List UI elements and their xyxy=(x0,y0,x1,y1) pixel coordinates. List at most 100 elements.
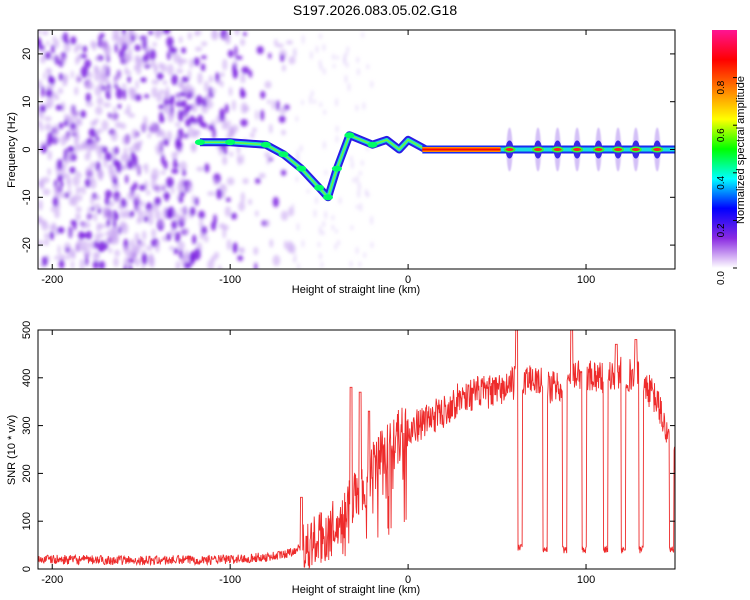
noise-blob xyxy=(189,58,194,69)
noise-blob xyxy=(74,148,78,155)
noise-blob xyxy=(85,221,91,229)
noise-blob xyxy=(297,263,300,269)
noise-blob xyxy=(167,64,174,76)
noise-blob xyxy=(232,242,238,254)
noise-blob xyxy=(133,155,138,168)
noise-blob xyxy=(171,220,178,230)
noise-blob xyxy=(336,55,339,60)
noise-blob xyxy=(166,176,174,188)
noise-blob xyxy=(89,161,97,168)
y-tick-label: 10 xyxy=(21,96,33,108)
noise-blob xyxy=(40,144,48,154)
noise-blob xyxy=(114,235,120,245)
noise-blob xyxy=(225,197,231,202)
noise-blob xyxy=(363,252,366,258)
noise-blob xyxy=(74,86,79,96)
noise-blob xyxy=(136,165,141,173)
noise-blob xyxy=(55,183,60,189)
noise-blob xyxy=(199,232,205,240)
noise-blob xyxy=(322,220,325,228)
snr-y-axis: 0 100 200 300 400 500 xyxy=(21,321,675,572)
noise-blob xyxy=(64,113,68,120)
pulse-core xyxy=(653,148,662,151)
noise-blob xyxy=(81,143,90,151)
noise-blob xyxy=(207,259,215,269)
noise-blob xyxy=(301,34,305,45)
noise-blob xyxy=(123,245,131,255)
noise-blob xyxy=(240,191,245,204)
noise-blob xyxy=(98,232,104,238)
noise-blob xyxy=(240,90,246,99)
noise-blob xyxy=(234,30,240,36)
noise-blob xyxy=(174,122,181,127)
noise-blob xyxy=(178,196,184,204)
noise-blob xyxy=(178,36,183,44)
noise-blob xyxy=(276,43,284,48)
noise-blob xyxy=(84,152,91,161)
noise-blob xyxy=(156,72,164,80)
noise-blob xyxy=(175,137,181,149)
noise-blob xyxy=(223,116,227,126)
noise-blob xyxy=(62,32,69,44)
noise-blob xyxy=(181,99,187,108)
noise-blob xyxy=(201,41,208,47)
noise-blob xyxy=(172,162,179,168)
noise-blob xyxy=(98,171,102,181)
noise-blob xyxy=(165,212,174,219)
noise-blob xyxy=(177,110,184,122)
noise-blob xyxy=(260,90,266,99)
noise-blob xyxy=(266,156,270,165)
noise-blob xyxy=(240,73,246,84)
trace-blob xyxy=(278,151,289,158)
pulse-core xyxy=(631,148,640,151)
noise-blob xyxy=(93,120,97,125)
noise-blob xyxy=(131,128,139,140)
noise-blob xyxy=(170,47,178,54)
trace-blob xyxy=(194,139,205,146)
noise-blob xyxy=(77,187,83,193)
noise-blob xyxy=(44,116,52,122)
y-tick-label: 100 xyxy=(21,512,33,530)
noise-blob xyxy=(260,109,265,121)
noise-blob xyxy=(55,104,63,111)
noise-blob xyxy=(149,49,156,61)
colorbar: 0.0 0.2 0.4 0.6 0.8 Normalized spectral ampl… xyxy=(712,30,747,285)
noise-blob xyxy=(84,178,91,188)
noise-blob xyxy=(161,183,167,189)
noise-blob xyxy=(129,30,135,37)
noise-blob xyxy=(234,45,238,57)
noise-blob xyxy=(92,251,99,263)
noise-blob xyxy=(110,147,115,153)
noise-blob xyxy=(123,88,127,100)
noise-blob xyxy=(127,75,131,83)
noise-blob xyxy=(178,146,183,154)
noise-blob xyxy=(319,33,322,40)
noise-blob xyxy=(81,185,86,195)
noise-blob xyxy=(43,232,50,239)
trace-blob xyxy=(344,132,355,139)
colorbar-label: Normalized spectral amplitude xyxy=(735,76,747,224)
noise-blob xyxy=(64,158,68,167)
noise-blob xyxy=(89,178,97,190)
noise-blob xyxy=(238,201,246,212)
noise-blob xyxy=(129,210,135,217)
noise-blob xyxy=(351,160,354,169)
noise-blob xyxy=(344,74,348,84)
noise-blob xyxy=(295,115,298,122)
noise-blob xyxy=(362,102,366,110)
noise-blob xyxy=(213,178,219,186)
snr-panel: -200 -100 0 100 0 100 200 300 400 500 Height of … xyxy=(6,321,676,596)
noise-blob xyxy=(58,254,66,261)
noise-blob xyxy=(154,196,161,205)
noise-blob xyxy=(44,51,52,60)
noise-blob xyxy=(77,54,82,59)
noise-blob xyxy=(248,69,253,78)
noise-blob xyxy=(85,230,93,240)
noise-blob xyxy=(229,151,234,157)
noise-blob xyxy=(252,127,257,133)
noise-blob xyxy=(255,109,259,121)
noise-blob xyxy=(226,239,232,251)
noise-blob xyxy=(80,222,87,230)
noise-blob xyxy=(192,234,197,245)
noise-blob xyxy=(115,212,119,220)
